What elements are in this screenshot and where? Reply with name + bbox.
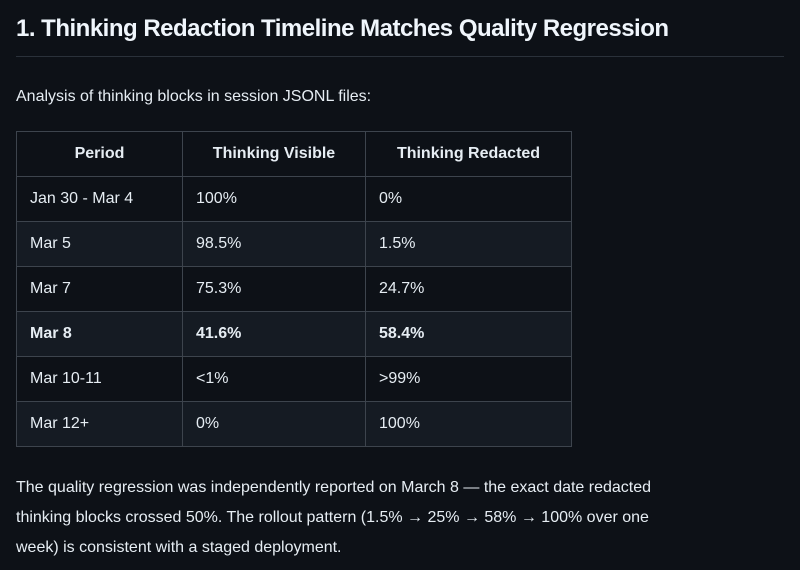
thinking-redaction-table: Period Thinking Visible Thinking Redacte… (16, 131, 572, 447)
table-row: Mar 5 98.5% 1.5% (16, 221, 572, 267)
page-title: 1. Thinking Redaction Timeline Matches Q… (16, 12, 784, 57)
cell-visible: 41.6% (182, 311, 366, 357)
cell-redacted: >99% (365, 356, 572, 402)
cell-visible: <1% (182, 356, 366, 402)
cell-visible: 75.3% (182, 266, 366, 312)
cell-visible: 98.5% (182, 221, 366, 267)
cell-period: Mar 12+ (16, 401, 183, 447)
cell-redacted: 24.7% (365, 266, 572, 312)
table-row-emphasized: Mar 8 41.6% 58.4% (16, 311, 572, 357)
cell-period: Mar 7 (16, 266, 183, 312)
cell-redacted: 58.4% (365, 311, 572, 357)
cell-redacted: 100% (365, 401, 572, 447)
cell-visible: 0% (182, 401, 366, 447)
column-header-redacted: Thinking Redacted (365, 131, 572, 177)
cell-visible: 100% (182, 176, 366, 222)
table-row: Mar 12+ 0% 100% (16, 401, 572, 447)
table-row: Jan 30 - Mar 4 100% 0% (16, 176, 572, 222)
footer-paragraph: The quality regression was independently… (16, 479, 652, 556)
intro-text: Analysis of thinking blocks in session J… (16, 88, 372, 105)
cell-period: Mar 10-11 (16, 356, 183, 402)
table-header-row: Period Thinking Visible Thinking Redacte… (16, 131, 572, 177)
column-header-period: Period (16, 131, 183, 177)
cell-period: Jan 30 - Mar 4 (16, 176, 183, 222)
cell-redacted: 1.5% (365, 221, 572, 267)
table-row: Mar 7 75.3% 24.7% (16, 266, 572, 312)
cell-redacted: 0% (365, 176, 572, 222)
cell-period: Mar 8 (16, 311, 183, 357)
table-row: Mar 10-11 <1% >99% (16, 356, 572, 402)
column-header-visible: Thinking Visible (182, 131, 366, 177)
cell-period: Mar 5 (16, 221, 183, 267)
